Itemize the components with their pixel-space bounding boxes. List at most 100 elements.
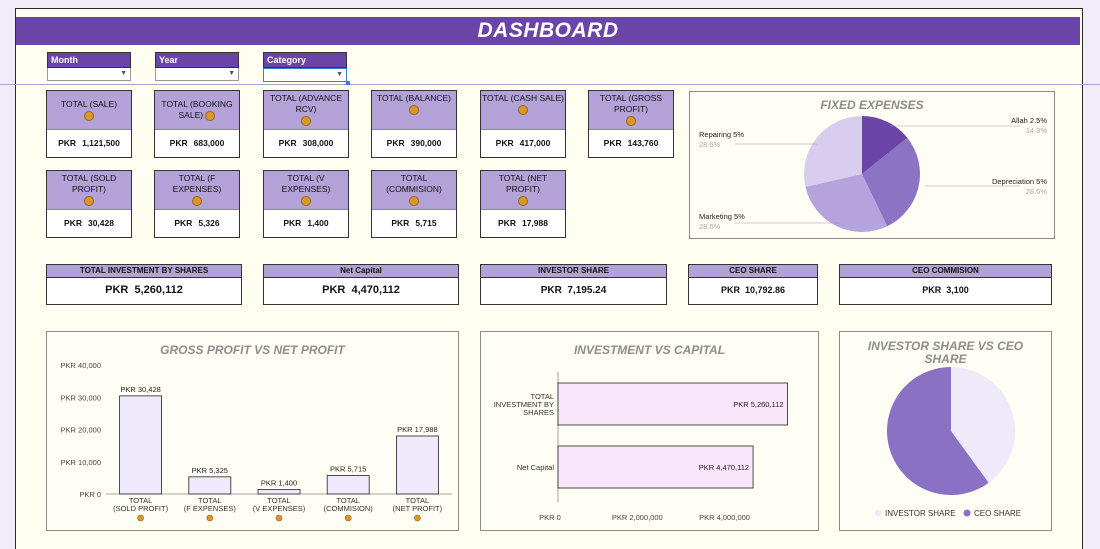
pie-slice-ceo-share[interactable] <box>887 367 989 495</box>
money-bag-icon <box>409 104 419 115</box>
year-dropdown[interactable]: ▼ <box>155 68 239 81</box>
money-bag-icon <box>626 115 636 126</box>
kpi-value: 308,000 <box>302 138 334 148</box>
chevron-down-icon[interactable]: ▼ <box>336 71 343 78</box>
filter-category[interactable]: Category ▼ <box>263 52 350 85</box>
fixed-expenses-chart[interactable]: FIXED EXPENSES Repairing 5% 28.6% Allah … <box>689 91 1055 239</box>
filter-month[interactable]: Month ▼ <box>47 52 131 81</box>
kpi-label: TOTAL (GROSS PROFIT) <box>599 93 663 114</box>
kpi-label: TOTAL (BOOKING SALE) <box>161 99 233 120</box>
pie-slice-marketing[interactable] <box>805 174 888 232</box>
bar[interactable] <box>326 475 370 495</box>
net-capital-card: Net Capital PKR 4,470,112 <box>263 264 459 305</box>
share-title: CEO COMMISION <box>840 265 1051 278</box>
money-bag-icon <box>518 104 528 115</box>
kpi-label: TOTAL (ADVANCE RCV) <box>270 93 342 114</box>
legend-swatch-investor <box>874 509 882 517</box>
kpi-value: 17,988 <box>521 218 548 228</box>
kpi-currency: PKR <box>278 138 297 148</box>
y-tick-label: PKR 10,000 <box>61 458 101 467</box>
bar-data-label: PKR 17,988 <box>397 425 437 434</box>
money-bag-icon <box>301 115 311 126</box>
bar[interactable] <box>395 435 439 495</box>
share-currency: PKR <box>720 285 740 295</box>
kpi-label: TOTAL (F EXPENSES) <box>172 173 222 194</box>
kpi-currency: PKR <box>169 138 188 148</box>
x-tick-label: TOTAL <box>267 496 290 505</box>
money-bag-icon <box>84 110 94 121</box>
kpi-total-sold-profit: TOTAL (SOLD PROFIT) PKR 30,428 <box>46 170 132 238</box>
bar[interactable] <box>557 445 754 489</box>
kpi-total-cash-sale: TOTAL (CASH SALE) PKR 417,000 <box>480 90 566 158</box>
chevron-down-icon[interactable]: ▼ <box>120 70 127 77</box>
bar[interactable] <box>557 382 788 426</box>
y-tick-label: PKR 40,000 <box>61 361 101 370</box>
pie-slice-depreciation[interactable] <box>862 137 920 227</box>
bar[interactable] <box>257 489 301 495</box>
money-bag-icon <box>275 514 283 522</box>
fixed-expenses-pie: Repairing 5% 28.6% Allah 2.5% 14.3% Depr… <box>699 116 1047 232</box>
month-dropdown[interactable]: ▼ <box>47 68 131 81</box>
dashboard-title: DASHBOARD <box>16 17 1080 45</box>
share-value: 3,100 <box>946 285 969 295</box>
x-tick-label: TOTAL <box>129 496 152 505</box>
kpi-value: 417,000 <box>519 138 551 148</box>
x-tick-label: (V EXPENSES) <box>253 504 306 513</box>
bar[interactable] <box>119 395 162 495</box>
kpi-label: TOTAL (SOLD PROFIT) <box>61 173 117 194</box>
kpi-value: 390,000 <box>410 138 442 148</box>
investor-vs-ceo-share-chart[interactable]: INVESTOR SHARE VS CEO SHARE INVESTOR SHA… <box>839 331 1052 531</box>
kpi-value: 5,715 <box>415 218 437 228</box>
chart-title: INVESTOR SHARE VS CEO SHARE <box>867 339 1024 366</box>
y-tick-label: TOTAL <box>531 392 554 401</box>
kpi-label: TOTAL (BALANCE) <box>377 93 451 103</box>
pie-percent: 28.6% <box>699 140 721 149</box>
x-tick-label: PKR 2,000,000 <box>612 513 663 522</box>
kpi-currency: PKR <box>64 218 82 228</box>
legend-swatch-ceo <box>963 509 971 517</box>
x-tick-label: (NET PROFIT) <box>393 504 443 513</box>
pie-slice-investor-share[interactable] <box>951 367 1015 483</box>
legend-label: INVESTOR SHARE <box>885 509 956 518</box>
pie-label: Repairing 5% <box>699 130 744 139</box>
money-bag-icon <box>84 195 94 206</box>
filter-year-label: Year <box>155 52 239 68</box>
x-tick-label: (COMMISION) <box>324 504 374 513</box>
x-tick-label: (F EXPENSES) <box>184 504 237 513</box>
money-bag-icon <box>301 195 311 206</box>
chevron-down-icon[interactable]: ▼ <box>228 70 235 77</box>
bar-data-label: PKR 5,715 <box>330 465 366 474</box>
filter-year[interactable]: Year ▼ <box>155 52 239 81</box>
kpi-label: TOTAL (COMMISION) <box>386 173 442 194</box>
chart-title: INVESTMENT VS CAPITAL <box>573 343 726 357</box>
share-value: 10,792.86 <box>744 285 786 295</box>
kpi-total-f-expenses: TOTAL (F EXPENSES) PKR 5,326 <box>154 170 240 238</box>
share-value: 4,470,112 <box>351 284 400 296</box>
pie-percent: 28.6% <box>699 222 721 231</box>
bar[interactable] <box>188 476 232 495</box>
money-bag-icon <box>206 514 214 522</box>
pie-label: Marketing 5% <box>699 212 745 221</box>
pie-slice-allah[interactable] <box>862 116 908 174</box>
gross-vs-net-profit-chart[interactable]: GROSS PROFIT VS NET PROFIT PKR 40,000 PKR… <box>46 331 459 531</box>
kpi-label: TOTAL (V EXPENSES) <box>281 173 331 194</box>
kpi-total-advance-rcv: TOTAL (ADVANCE RCV) PKR 308,000 <box>263 90 349 158</box>
investment-vs-capital-bars: PKR 0 PKR 2,000,000 PKR 4,000,000 TOTALINVE… <box>494 372 788 522</box>
money-bag-icon <box>409 195 419 206</box>
kpi-value: 1,121,500 <box>82 138 120 148</box>
money-bag-icon <box>518 195 528 206</box>
y-tick-label: INVESTMENT BY <box>494 400 554 409</box>
total-investment-by-shares-card: TOTAL INVESTMENT BY SHARES PKR 5,260,112 <box>46 264 242 305</box>
category-dropdown[interactable]: ▼ <box>263 68 347 82</box>
kpi-label: TOTAL (SALE) <box>60 99 118 109</box>
x-tick-label: (SOLD PROFIT) <box>113 504 169 513</box>
share-currency: PKR <box>540 285 562 296</box>
kpi-value: 5,326 <box>198 218 220 228</box>
kpi-currency: PKR <box>498 218 516 228</box>
investment-vs-capital-chart[interactable]: INVESTMENT VS CAPITAL PKR 0 PKR 2,000,000… <box>480 331 819 531</box>
pie-slice-repairing[interactable] <box>804 116 862 187</box>
frozen-pane-line <box>0 84 1100 85</box>
share-title: Net Capital <box>264 265 458 278</box>
selection-handle[interactable] <box>346 81 350 85</box>
kpi-currency: PKR <box>386 138 405 148</box>
